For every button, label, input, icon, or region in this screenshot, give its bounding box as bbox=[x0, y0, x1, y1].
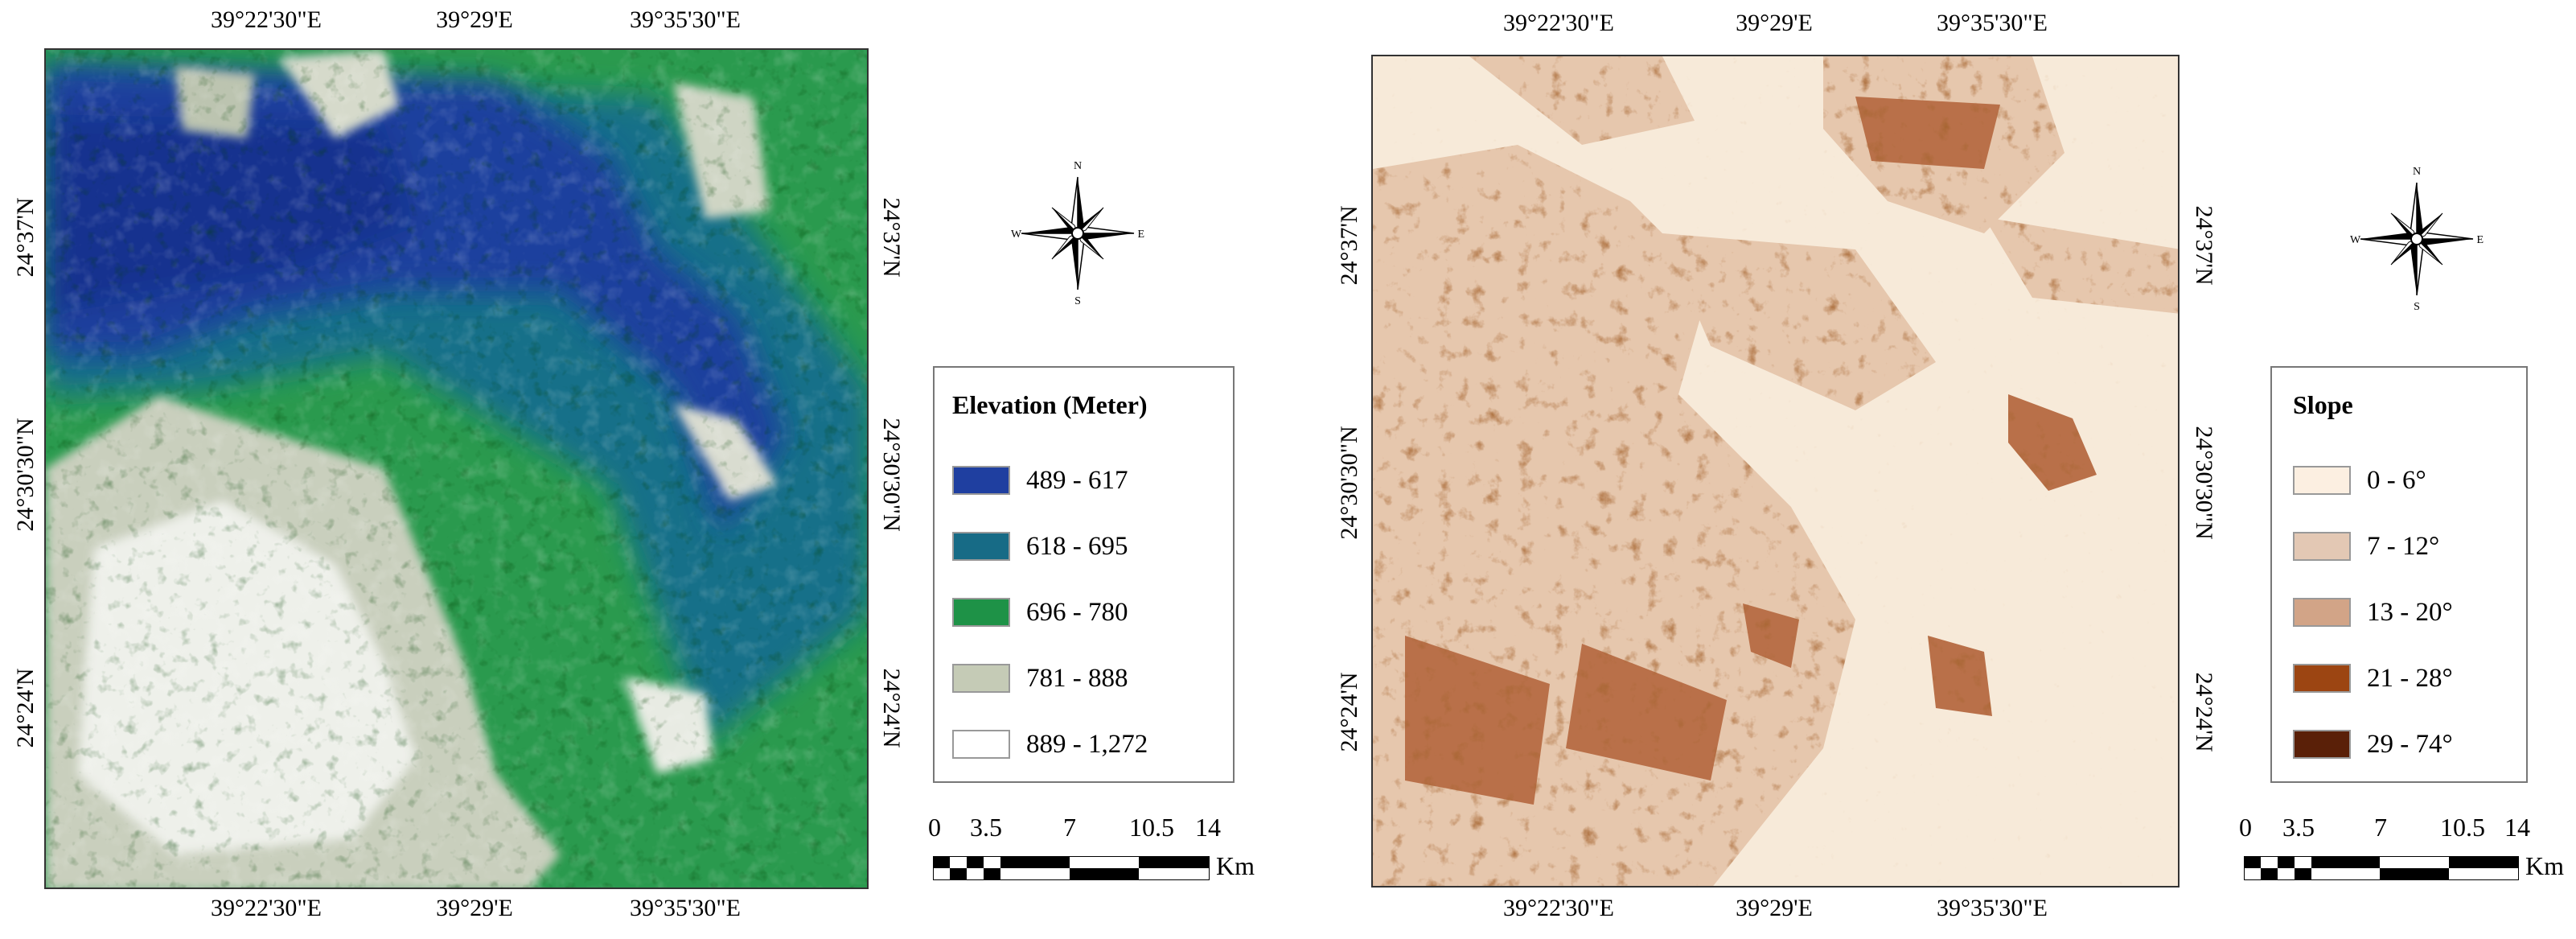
slope-bottom-lon-1: 39°22'30"E bbox=[1503, 895, 1614, 921]
elevation-top-lon-2: 39°29'E bbox=[436, 6, 513, 33]
slope-top-lon-2: 39°29'E bbox=[1736, 10, 1813, 36]
slope-compass-e: E bbox=[2476, 234, 2484, 246]
elevation-compass-w: W bbox=[1011, 229, 1022, 241]
slope-left-lat-1: 24°37'N bbox=[1336, 205, 1362, 286]
slope-scale-tick-3: 10.5 bbox=[2440, 813, 2485, 842]
elevation-north-arrow-icon: N S E W bbox=[1011, 160, 1144, 304]
slope-left-lat-2: 24°30'30"N bbox=[1336, 426, 1362, 540]
slope-swatch-3 bbox=[2293, 598, 2351, 627]
elevation-compass-n: N bbox=[1074, 160, 1082, 172]
elevation-scale-tick-2: 7 bbox=[1063, 813, 1076, 842]
slope-scale-tick-4: 14 bbox=[2504, 813, 2530, 842]
slope-legend-label-5: 29 - 74° bbox=[2367, 729, 2453, 759]
slope-legend-item: 21 - 28° bbox=[2293, 662, 2453, 694]
slope-compass-w: W bbox=[2350, 234, 2361, 246]
elevation-left-lat-3: 24°24'N bbox=[12, 668, 39, 748]
elevation-swatch-3 bbox=[952, 598, 1010, 627]
elevation-left-lat-2: 24°30'30"N bbox=[12, 418, 39, 532]
slope-right-lat-2: 24°30'30"N bbox=[2191, 426, 2217, 540]
elevation-swatch-1 bbox=[952, 466, 1010, 495]
slope-swatch-4 bbox=[2293, 664, 2351, 693]
slope-north-arrow-icon: N S E W bbox=[2350, 166, 2484, 310]
elevation-map bbox=[44, 48, 869, 889]
slope-right-lat-3: 24°24'N bbox=[2191, 672, 2217, 752]
elevation-swatch-2 bbox=[952, 532, 1010, 561]
slope-legend-label-1: 0 - 6° bbox=[2367, 465, 2426, 495]
elevation-swatch-4 bbox=[952, 664, 1010, 693]
slope-scale-tick-2: 7 bbox=[2374, 813, 2387, 842]
elevation-right-lat-2: 24°30'30"N bbox=[878, 418, 905, 532]
elevation-top-lon-1: 39°22'30"E bbox=[211, 6, 322, 33]
elevation-scale-bar: 0 3.5 7 10.5 14 Km bbox=[909, 813, 1263, 893]
slope-raster bbox=[1373, 56, 2178, 886]
elevation-legend-label-1: 489 - 617 bbox=[1026, 465, 1128, 495]
elevation-legend-label-4: 781 - 888 bbox=[1026, 663, 1128, 693]
elevation-scale-tick-1: 3.5 bbox=[970, 813, 1002, 842]
elevation-bottom-lon-1: 39°22'30"E bbox=[211, 895, 322, 921]
slope-right-lat-1: 24°37'N bbox=[2191, 205, 2217, 286]
slope-scale-graphic bbox=[2244, 856, 2519, 880]
elevation-bottom-lon-2: 39°29'E bbox=[436, 895, 513, 921]
slope-swatch-2 bbox=[2293, 532, 2351, 561]
slope-legend-label-3: 13 - 20° bbox=[2367, 597, 2453, 627]
slope-legend-item: 0 - 6° bbox=[2293, 464, 2426, 496]
slope-compass-s: S bbox=[2414, 301, 2420, 310]
elevation-legend: Elevation (Meter) 489 - 617 618 - 695 69… bbox=[933, 366, 1235, 783]
slope-legend: Slope 0 - 6° 7 - 12° 13 - 20° 21 - 28° 2… bbox=[2270, 366, 2528, 783]
elevation-scale-tick-4: 14 bbox=[1195, 813, 1221, 842]
elevation-compass-s: S bbox=[1074, 295, 1081, 304]
slope-top-lon-3: 39°35'30"E bbox=[1937, 10, 2048, 36]
elevation-right-lat-3: 24°24'N bbox=[878, 668, 905, 748]
slope-scale-tick-1: 3.5 bbox=[2282, 813, 2315, 842]
elevation-scale-tick-3: 10.5 bbox=[1129, 813, 1174, 842]
elevation-scale-unit: Km bbox=[1216, 851, 1255, 880]
slope-top-lon-1: 39°22'30"E bbox=[1503, 10, 1614, 36]
slope-swatch-5 bbox=[2293, 730, 2351, 759]
slope-legend-label-2: 7 - 12° bbox=[2367, 531, 2440, 561]
elevation-legend-label-2: 618 - 695 bbox=[1026, 531, 1128, 561]
slope-legend-title: Slope bbox=[2293, 390, 2353, 419]
elevation-raster bbox=[46, 50, 867, 888]
elevation-legend-label-3: 696 - 780 bbox=[1026, 597, 1128, 627]
slope-legend-item: 13 - 20° bbox=[2293, 596, 2453, 628]
elevation-top-lon-3: 39°35'30"E bbox=[630, 6, 741, 33]
elevation-legend-item: 696 - 780 bbox=[952, 596, 1128, 628]
elevation-right-lat-1: 24°37'N bbox=[878, 197, 905, 278]
elevation-legend-label-5: 889 - 1,272 bbox=[1026, 729, 1148, 759]
elevation-legend-title: Elevation (Meter) bbox=[952, 390, 1148, 419]
elevation-scale-tick-0: 0 bbox=[928, 813, 941, 842]
slope-swatch-1 bbox=[2293, 466, 2351, 495]
slope-scale-bar: 0 3.5 7 10.5 14 Km bbox=[2221, 813, 2572, 893]
slope-legend-item: 29 - 74° bbox=[2293, 728, 2453, 760]
slope-scale-unit: Km bbox=[2525, 851, 2564, 880]
elevation-legend-item: 889 - 1,272 bbox=[952, 728, 1148, 760]
elevation-legend-item: 618 - 695 bbox=[952, 530, 1128, 562]
elevation-swatch-5 bbox=[952, 730, 1010, 759]
elevation-legend-item: 781 - 888 bbox=[952, 662, 1128, 694]
slope-legend-item: 7 - 12° bbox=[2293, 530, 2439, 562]
slope-bottom-lon-3: 39°35'30"E bbox=[1937, 895, 2048, 921]
slope-map bbox=[1371, 55, 2180, 888]
elevation-bottom-lon-3: 39°35'30"E bbox=[630, 895, 741, 921]
elevation-legend-item: 489 - 617 bbox=[952, 464, 1128, 496]
slope-scale-tick-0: 0 bbox=[2239, 813, 2252, 842]
slope-compass-n: N bbox=[2413, 166, 2421, 178]
slope-bottom-lon-2: 39°29'E bbox=[1736, 895, 1813, 921]
slope-legend-label-4: 21 - 28° bbox=[2367, 663, 2453, 693]
elevation-left-lat-1: 24°37'N bbox=[12, 197, 39, 278]
elevation-texture-shadow bbox=[46, 50, 867, 888]
elevation-compass-e: E bbox=[1137, 229, 1144, 241]
elevation-scale-graphic bbox=[933, 856, 1210, 880]
slope-left-lat-3: 24°24'N bbox=[1336, 672, 1362, 752]
